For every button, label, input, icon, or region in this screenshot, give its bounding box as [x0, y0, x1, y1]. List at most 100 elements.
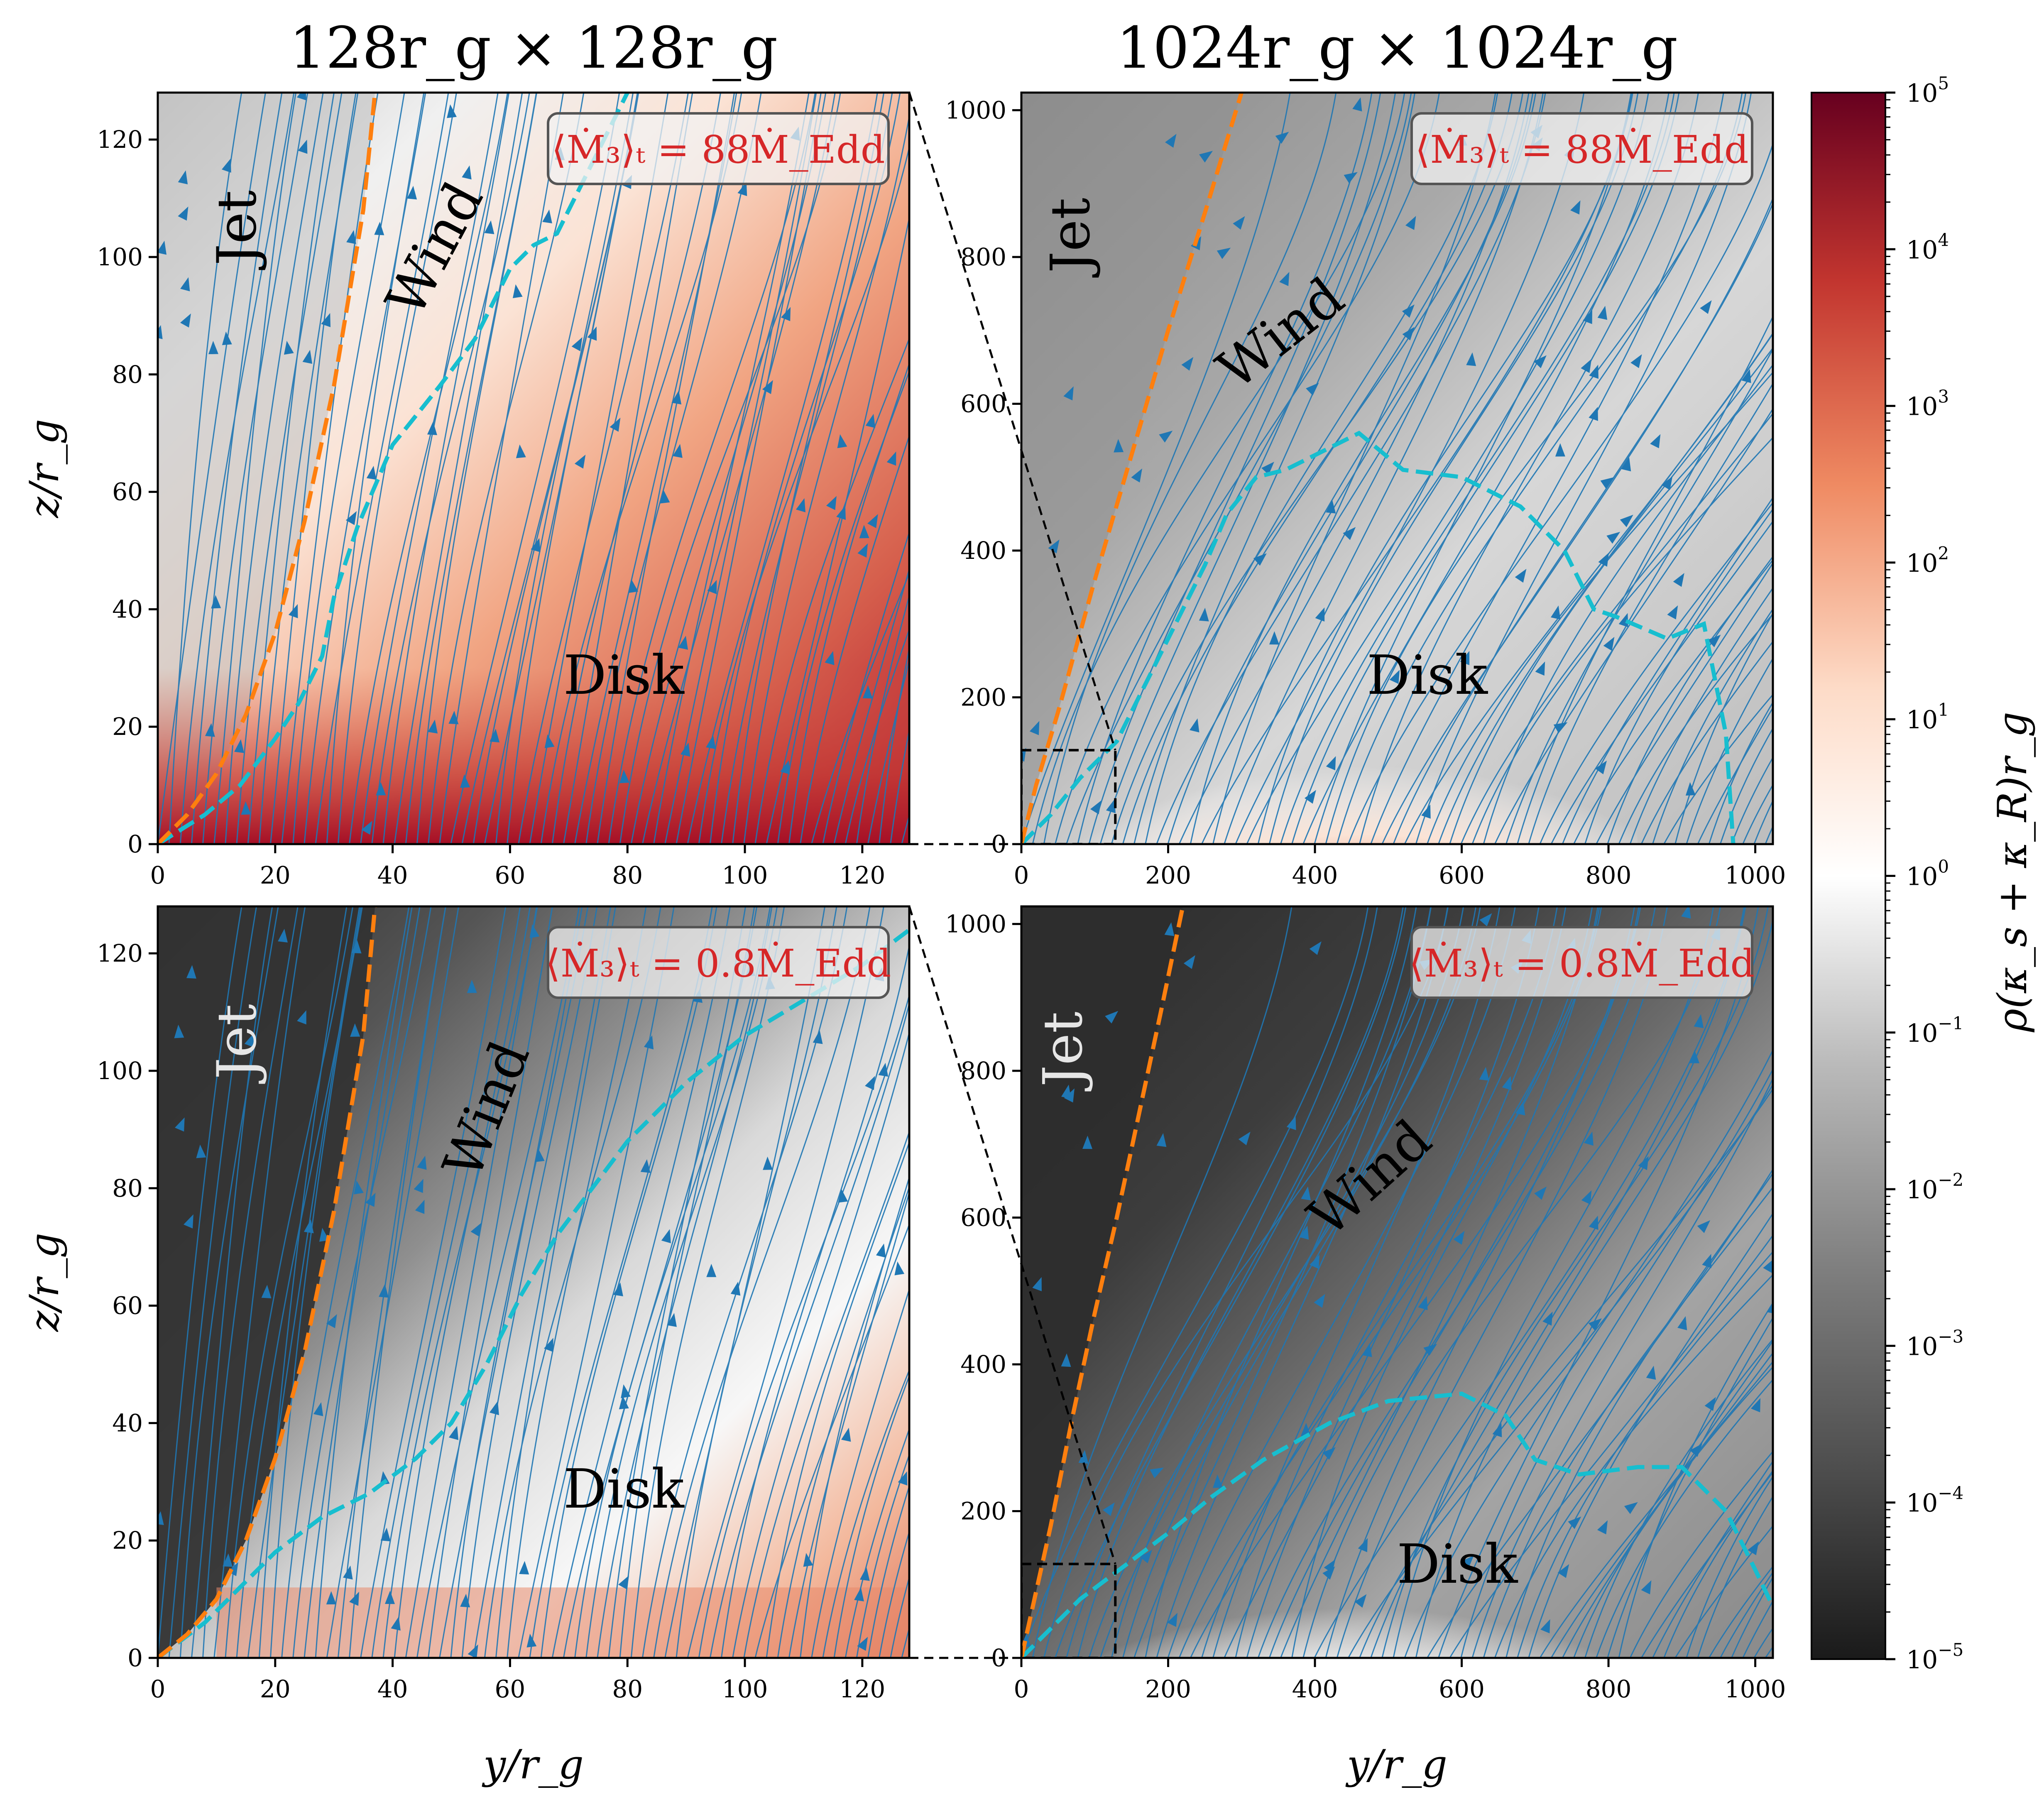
streamline	[371, 906, 521, 1658]
streamline	[743, 1130, 909, 1658]
annotation-text: ⟨Ṁ₃⟩ₜ = 88Ṁ_Edd	[1415, 127, 1748, 172]
streamline	[1494, 407, 1773, 844]
streamline-arrow	[1275, 132, 1289, 144]
streamline-arrow	[1183, 955, 1195, 969]
streamline	[1663, 1469, 1773, 1658]
x-tick-label: 200	[1145, 1675, 1191, 1703]
streamline-arrow	[1685, 782, 1696, 796]
streamline-arrow	[730, 1281, 741, 1296]
streamline-arrow	[297, 1010, 306, 1025]
streamlines	[1021, 906, 1773, 1658]
streamline	[270, 93, 357, 844]
streamline-arrow	[1105, 1011, 1119, 1024]
streamline-arrow	[1689, 1050, 1700, 1063]
streamline-arrow	[376, 782, 386, 796]
streamline	[349, 906, 446, 1658]
x-tick-label: 20	[260, 861, 291, 889]
streamline-arrow	[1553, 722, 1568, 733]
streamline	[1280, 906, 1599, 1658]
streamline-arrow	[1550, 605, 1561, 620]
streamline-arrow	[1533, 355, 1547, 368]
streamline-arrow	[1557, 1564, 1569, 1578]
streamline-arrow	[1402, 327, 1415, 340]
streamline	[1528, 382, 1773, 844]
streamline-arrow	[1150, 1467, 1164, 1479]
streamline	[1393, 906, 1714, 1658]
streamline	[597, 93, 735, 844]
streamline	[709, 1001, 909, 1658]
streamline-arrow	[1707, 634, 1721, 647]
heatmap-area	[1021, 906, 1773, 1658]
x-tick-label: 400	[1292, 861, 1338, 889]
streamline	[1066, 906, 1378, 1658]
streamline	[428, 906, 553, 1658]
streamline	[630, 906, 785, 1658]
photosphere-line	[158, 928, 909, 1658]
streamline	[1505, 348, 1773, 844]
streamline-arrow	[417, 1156, 427, 1170]
streamline-arrow	[261, 1285, 272, 1298]
colorbar-tick-label: 10−2	[1906, 1170, 1963, 1205]
x-tick-label: 120	[840, 861, 886, 889]
streamline-arrow	[526, 1633, 537, 1648]
streamline-arrow	[1164, 922, 1175, 936]
streamline-arrow	[618, 1575, 629, 1590]
streamline-arrow	[1165, 134, 1177, 148]
streamline	[788, 362, 909, 844]
streamline-arrow	[678, 636, 688, 650]
x-tick-label: 100	[722, 861, 768, 889]
streamline	[1550, 1352, 1773, 1658]
streamline-arrow	[886, 451, 896, 466]
x-tick-label: 80	[612, 1675, 643, 1703]
streamline	[867, 1484, 909, 1658]
streamline	[1088, 93, 1381, 844]
streamline	[800, 1175, 909, 1658]
streamline-arrow	[211, 595, 221, 609]
streamline	[213, 906, 306, 1658]
streamline	[315, 93, 449, 844]
streamline	[202, 93, 308, 844]
colorbar-tick-label: 101	[1906, 700, 1949, 734]
streamline-arrow	[1534, 1186, 1547, 1200]
streamline-arrow	[1568, 1516, 1581, 1529]
streamline-arrow	[1618, 613, 1628, 627]
streamline	[247, 93, 335, 844]
streamline-arrow	[467, 979, 477, 993]
y-tick-label: 400	[960, 1350, 1006, 1378]
streamline	[1550, 520, 1773, 844]
streamline	[1460, 1068, 1773, 1658]
y-tick-label: 200	[960, 1497, 1006, 1525]
streamline	[1483, 1186, 1773, 1658]
streamline	[1054, 93, 1440, 844]
streamline	[551, 93, 722, 844]
streamline	[1528, 1212, 1773, 1658]
streamline-arrow	[1650, 434, 1661, 448]
streamline	[191, 93, 283, 844]
streamline-arrow	[196, 1144, 206, 1158]
y-tick-label: 80	[112, 1174, 143, 1202]
streamline	[158, 906, 242, 1658]
streamline-arrow	[519, 1561, 529, 1574]
photosphere-line	[1021, 1391, 1773, 1658]
streamline-arrow	[326, 1314, 337, 1328]
streamline-arrow	[1540, 1619, 1550, 1633]
streamline-arrow	[531, 538, 541, 553]
streamline	[1167, 906, 1516, 1658]
streamline	[179, 906, 279, 1658]
streamline-arrow	[1190, 718, 1199, 733]
streamline-arrow	[1114, 439, 1124, 453]
y-tick-label: 0	[127, 830, 143, 858]
streamline-arrow	[1322, 1447, 1336, 1460]
streamline	[1584, 1338, 1773, 1658]
streamline-arrow	[1630, 354, 1642, 368]
streamline	[1235, 906, 1558, 1658]
streamline-arrow	[1641, 1580, 1652, 1595]
streamline-arrow	[1286, 1116, 1296, 1130]
streamline-arrow	[1741, 369, 1751, 383]
streamline-arrow	[1466, 352, 1476, 366]
streamline	[1381, 906, 1769, 1658]
streamline	[1370, 906, 1746, 1658]
streamline-arrow	[186, 965, 196, 979]
streamline	[1517, 1251, 1773, 1658]
